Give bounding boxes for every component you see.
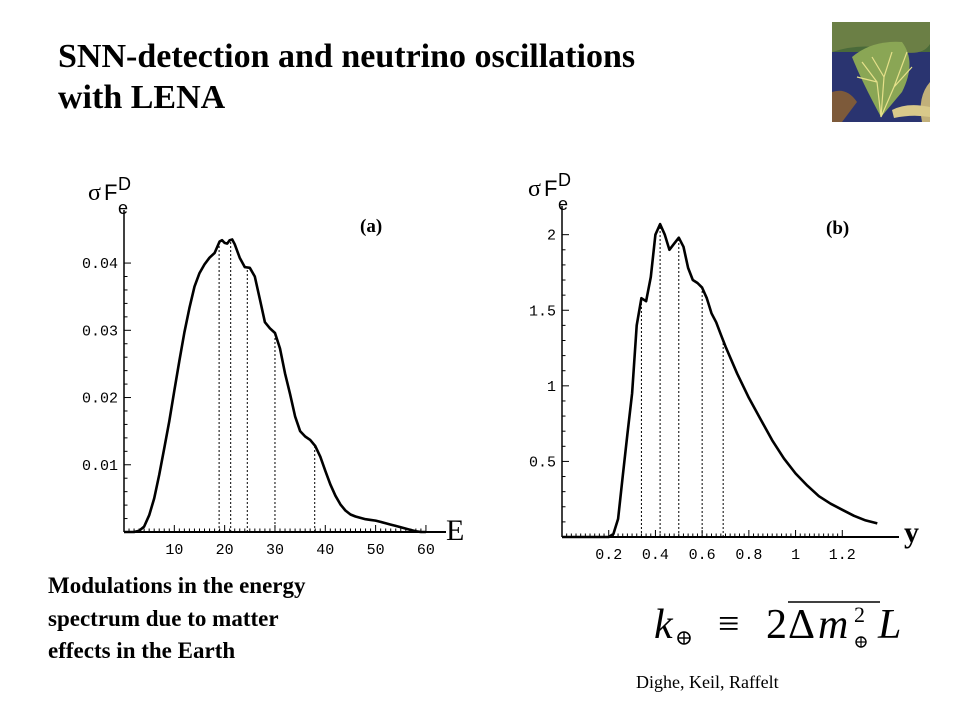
x-tick-label: 1.2 <box>829 547 856 564</box>
y-tick-label: 1.5 <box>529 303 556 320</box>
caption-line-3: effects in the Earth <box>48 638 236 664</box>
y-axis-label-sup: D <box>118 174 131 194</box>
x-tick-label: 0.2 <box>595 547 622 564</box>
caption: Modulations in the energy spectrum due t… <box>48 570 305 668</box>
formula-k: k <box>654 602 674 648</box>
title-line-2: with LENA <box>58 79 226 117</box>
credit: Dighe, Keil, Raffelt <box>636 672 779 692</box>
x-tick-label: 0.4 <box>642 547 669 564</box>
y-tick-label: 0.03 <box>82 323 118 340</box>
y-axis-label-sup: D <box>558 170 571 190</box>
y-tick-label: 0.02 <box>82 391 118 408</box>
title-line-1: SNN-detection and neutrino oscillations <box>58 38 636 75</box>
y-tick-label: 0.04 <box>82 256 118 273</box>
x-tick-label: 10 <box>165 542 183 559</box>
x-axis-label: E <box>446 514 464 547</box>
oplus-icon <box>855 636 867 648</box>
formula-m: m <box>818 602 848 648</box>
x-tick-label: 60 <box>417 542 435 559</box>
y-tick-label: 0.01 <box>82 458 118 475</box>
formula-two: 2 <box>766 602 787 648</box>
y-axis-label-sub: e <box>118 198 128 218</box>
formula-exp: 2 <box>854 602 865 627</box>
x-tick-label: 40 <box>316 542 334 559</box>
y-tick-label: 1 <box>547 379 556 396</box>
river-delta-thumbnail <box>832 22 930 122</box>
x-tick-label: 20 <box>216 542 234 559</box>
y-axis-label-f: F <box>104 180 117 205</box>
x-tick-label: 0.6 <box>689 547 716 564</box>
y-axis-label-sigma: σ <box>528 176 541 202</box>
x-tick-label: 50 <box>367 542 385 559</box>
y-tick-label: 2 <box>547 228 556 245</box>
y-axis-label-f: F <box>544 176 557 201</box>
series-line <box>562 222 878 539</box>
slide-title: SNN-detection and neutrino oscillations … <box>58 36 635 119</box>
x-tick-label: 0.8 <box>735 547 762 564</box>
y-tick-label: 0.5 <box>529 454 556 471</box>
formula-delta: Δ <box>788 602 815 648</box>
formula-L: L <box>877 602 901 648</box>
chart-a: 10 20 30 40 50 60 0.01 0.02 0.03 0.04 (a) σ FeD E <box>82 174 464 559</box>
y-axis-label-sub: e <box>558 194 568 214</box>
panel-label: (b) <box>826 218 849 239</box>
caption-line-1: Modulations in the energy <box>48 573 306 598</box>
panel-label: (a) <box>360 216 382 237</box>
formula: k ≡ 2 Δ m 2 L <box>654 601 901 648</box>
x-axis-label: y <box>904 516 919 549</box>
caption-line-2: spectrum due to matter <box>48 605 279 631</box>
series-line <box>124 238 426 534</box>
oplus-icon <box>677 631 691 645</box>
formula-equiv: ≡ <box>718 603 739 645</box>
x-tick-label: 1 <box>791 547 800 564</box>
y-axis-label-sigma: σ <box>88 180 101 206</box>
x-tick-label: 30 <box>266 542 284 559</box>
